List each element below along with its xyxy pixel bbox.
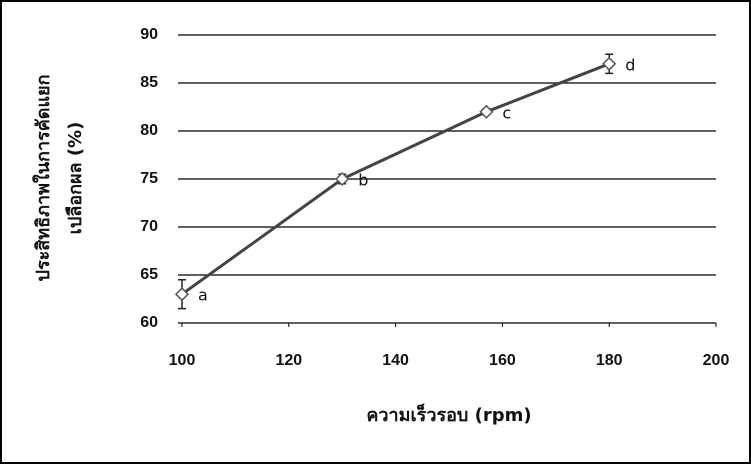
y-tick-label: 80 [140,122,158,139]
series-line [181,62,610,296]
y-tick-label: 85 [140,74,158,91]
x-tick-label: 160 [489,352,516,369]
y-axis-label: เปลือกผล (%) [65,122,86,235]
x-tick-label: 180 [596,352,623,369]
marker [602,56,617,71]
point-label: a [198,286,208,305]
marker [335,171,350,187]
x-axis-label: ความเร็วรอบ (rpm) [366,403,531,426]
x-tick-label: 120 [275,352,302,369]
marker [174,287,190,302]
point-label: d [625,55,635,74]
x-tick-label: 100 [169,352,196,369]
y-tick-label: 70 [140,218,158,235]
marker [479,104,494,119]
y-tick-label: 60 [140,314,158,331]
y-axis-label: ประสิทธิภาพในการคัดแยก [32,75,54,282]
y-tick-label: 65 [140,266,158,283]
y-tick-label: 75 [140,170,158,187]
y-tick-label: 90 [140,26,158,43]
x-tick-label: 200 [703,352,730,369]
point-label: c [502,103,511,122]
point-label: b [358,171,368,190]
x-tick-label: 140 [382,352,409,369]
